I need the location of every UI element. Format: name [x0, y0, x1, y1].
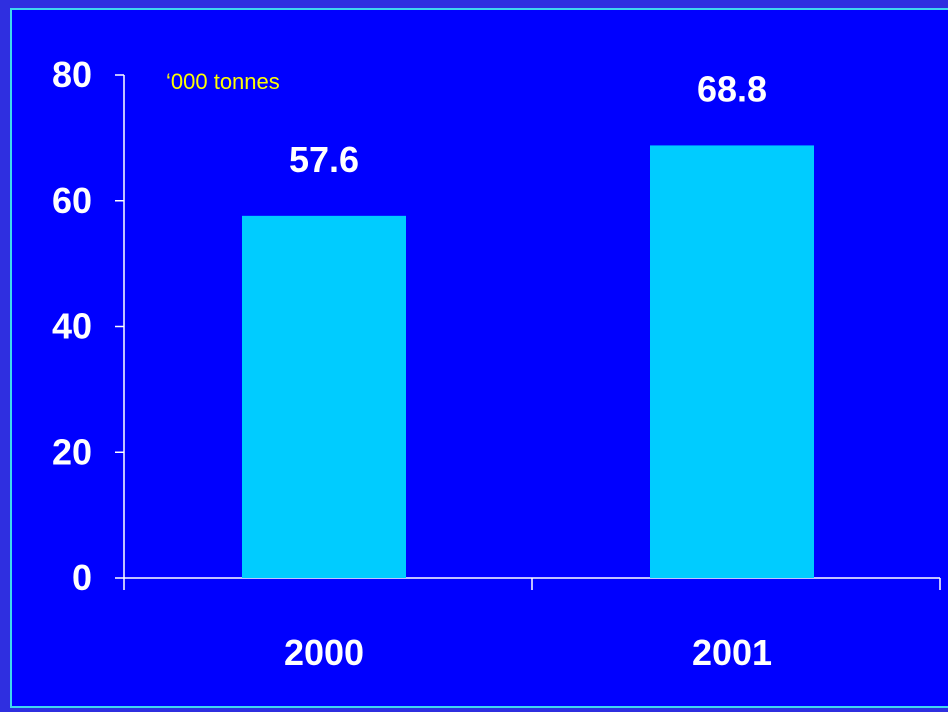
- y-tick-label: 0: [72, 557, 92, 598]
- y-tick-label: 80: [52, 54, 92, 95]
- category-label: 2001: [692, 632, 772, 673]
- y-tick-label: 20: [52, 431, 92, 472]
- y-tick-label: 60: [52, 180, 92, 221]
- category-labels: 2000 2001: [284, 632, 772, 673]
- bar-value-label: 68.8: [697, 68, 767, 109]
- bars: [242, 145, 814, 579]
- y-tick-label: 40: [52, 306, 92, 347]
- bar-value-labels: 57.6 68.8: [289, 68, 767, 179]
- bar-2001: [650, 145, 814, 579]
- y-ticks: 0 20 40 60 80: [52, 54, 124, 598]
- bar-value-label: 57.6: [289, 139, 359, 180]
- x-ticks: [123, 578, 941, 590]
- bar-2000: [242, 215, 406, 578]
- category-label: 2000: [284, 632, 364, 673]
- unit-label: ‘000 tonnes: [166, 69, 280, 94]
